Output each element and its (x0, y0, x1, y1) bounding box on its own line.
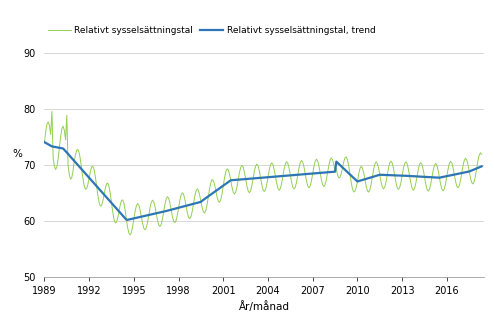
Relativt sysselsättningstal (49, 109, 55, 113)
Relativt sysselsättningstal (100, 199, 106, 203)
Relativt sysselsättningstal, trend (284, 174, 289, 177)
Relativt sysselsättningstal, trend (300, 172, 306, 176)
Relativt sysselsättningstal, trend (421, 175, 427, 179)
Relativt sysselsättningstal, trend (479, 164, 485, 168)
Relativt sysselsättningstal, trend (41, 140, 47, 144)
Relativt sysselsättningstal (41, 140, 47, 144)
Relativt sysselsättningstal (479, 152, 485, 156)
Relativt sysselsättningstal (285, 162, 291, 165)
Y-axis label: %: % (12, 149, 22, 159)
Relativt sysselsättningstal, trend (124, 218, 130, 222)
Relativt sysselsättningstal (301, 165, 307, 169)
Legend: Relativt sysselsättningstal, Relativt sysselsättningstal, trend: Relativt sysselsättningstal, Relativt sy… (44, 23, 379, 39)
Relativt sysselsättningstal (361, 171, 367, 175)
Line: Relativt sysselsättningstal: Relativt sysselsättningstal (44, 111, 482, 235)
Relativt sysselsättningstal (127, 233, 133, 237)
Relativt sysselsättningstal, trend (360, 178, 366, 182)
Relativt sysselsättningstal, trend (99, 190, 105, 194)
Relativt sysselsättningstal (105, 181, 111, 185)
X-axis label: År/månad: År/månad (239, 301, 290, 312)
Relativt sysselsättningstal, trend (104, 196, 110, 199)
Relativt sysselsättningstal (423, 182, 429, 186)
Line: Relativt sysselsättningstal, trend: Relativt sysselsättningstal, trend (44, 142, 482, 220)
